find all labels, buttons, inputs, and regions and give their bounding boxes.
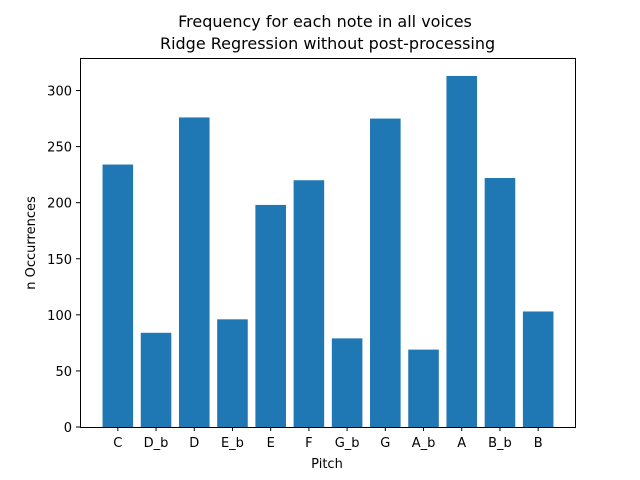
bar-A_b [408,349,439,427]
x-tick-label: E [267,436,275,451]
x-axis-label: Pitch [311,457,343,472]
y-ticks-group: 0 50 100 150 200 250 300 [47,85,80,436]
x-tick-label: G_b [335,436,360,451]
x-tick-label: A [457,436,466,451]
bar-G [370,118,401,428]
bar-E [255,204,286,427]
bar-A [446,75,478,428]
bar-B [522,311,554,427]
x-tick-label: G [380,436,390,451]
y-tick-label: 50 [55,365,72,380]
x-tick-label: B [534,436,543,451]
chart-title-line2: Ridge Regression without post-processing [155,34,495,53]
y-tick-label: 300 [47,85,72,100]
y-tick-label: 250 [47,141,72,156]
x-ticks-group: C D_b D E_b E F G_b G A_b A B_b B [113,427,543,451]
y-tick-label: 100 [47,309,72,324]
x-tick-label: D [189,436,199,451]
x-tick-label: F [305,436,312,451]
x-tick-label: B_b [488,436,512,451]
bar-G_b [331,338,363,427]
y-tick-label: 200 [47,197,72,212]
x-tick-label: A_b [412,436,436,451]
y-axis-label: n Occurrences [24,196,39,290]
bars-group [102,75,554,428]
x-tick-label: C [113,436,122,451]
bar-F [293,180,325,427]
bar-E_b [217,319,248,427]
y-tick-label: 150 [47,253,72,268]
chart-title-line1: Frequency for each note in all voices [178,12,472,31]
bar-C [102,164,134,427]
bar-B_b [484,178,516,427]
y-tick-label: 0 [64,421,72,436]
axes-frame [80,58,576,428]
x-tick-label: E_b [221,436,244,451]
x-tick-label: D_b [144,436,169,451]
bar-D_b [140,332,172,427]
bar-D [178,117,210,427]
